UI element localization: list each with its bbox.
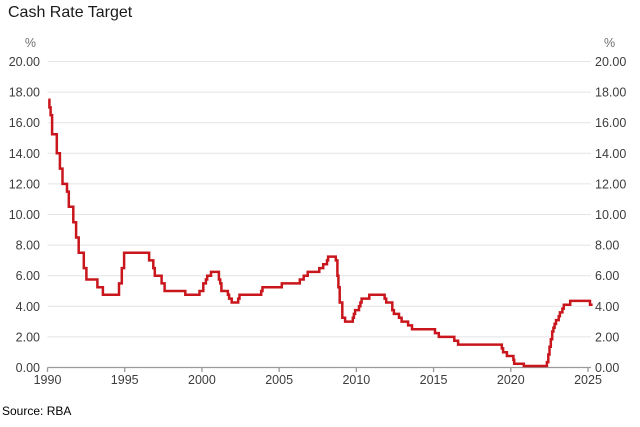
y-tick-label-left: 2.00 bbox=[16, 330, 40, 344]
x-tick-label: 2000 bbox=[188, 373, 216, 387]
x-tick-label: 2005 bbox=[265, 373, 293, 387]
x-tick-label: 1995 bbox=[111, 373, 139, 387]
y-tick-label-right: 16.00 bbox=[595, 116, 626, 130]
y-tick-label-left: 20.00 bbox=[9, 55, 40, 69]
y-tick-label-left: 4.00 bbox=[16, 300, 40, 314]
y-axis-unit-left: % bbox=[25, 36, 36, 50]
y-tick-label-right: 0.00 bbox=[595, 361, 619, 375]
y-axis-unit-right: % bbox=[604, 36, 615, 50]
y-tick-label-left: 6.00 bbox=[16, 269, 40, 283]
x-tick-label: 2010 bbox=[342, 373, 370, 387]
source-note: Source: RBA bbox=[2, 404, 72, 418]
y-tick-label-right: 8.00 bbox=[595, 239, 619, 253]
x-tick-label: 2025 bbox=[574, 373, 602, 387]
y-tick-label-left: 18.00 bbox=[9, 86, 40, 100]
y-tick-label-left: 16.00 bbox=[9, 116, 40, 130]
y-tick-label-right: 12.00 bbox=[595, 177, 626, 191]
y-tick-label-left: 12.00 bbox=[9, 177, 40, 191]
y-tick-label-left: 8.00 bbox=[16, 239, 40, 253]
y-tick-label-right: 14.00 bbox=[595, 147, 626, 161]
chart-title: Cash Rate Target bbox=[8, 4, 133, 21]
x-tick-label: 2015 bbox=[420, 373, 448, 387]
x-tick-label: 1990 bbox=[34, 373, 62, 387]
y-tick-label-left: 14.00 bbox=[9, 147, 40, 161]
y-tick-label-left: 0.00 bbox=[16, 361, 40, 375]
y-tick-label-right: 2.00 bbox=[595, 330, 619, 344]
y-tick-label-right: 10.00 bbox=[595, 208, 626, 222]
y-tick-label-right: 18.00 bbox=[595, 86, 626, 100]
y-tick-label-right: 20.00 bbox=[595, 55, 626, 69]
x-tick-label: 2020 bbox=[497, 373, 525, 387]
y-tick-label-right: 6.00 bbox=[595, 269, 619, 283]
cash-rate-series bbox=[48, 98, 593, 368]
y-tick-label-left: 10.00 bbox=[9, 208, 40, 222]
y-tick-label-right: 4.00 bbox=[595, 300, 619, 314]
